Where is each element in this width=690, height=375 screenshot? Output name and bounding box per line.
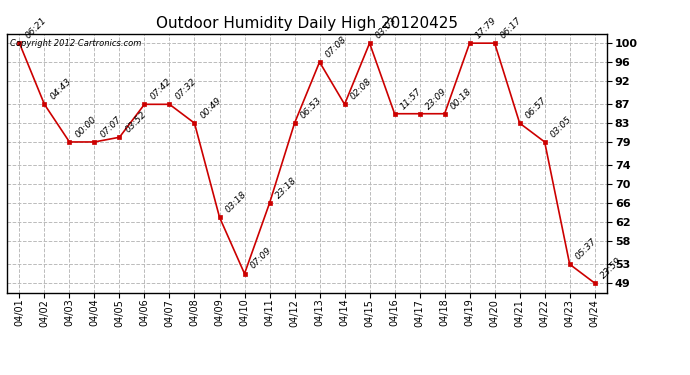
- Text: 03:18: 03:18: [224, 190, 248, 214]
- Text: 05:37: 05:37: [574, 237, 599, 261]
- Text: 03:52: 03:52: [124, 110, 148, 135]
- Text: 04:43: 04:43: [48, 77, 73, 102]
- Text: 06:21: 06:21: [23, 16, 48, 40]
- Text: 00:49: 00:49: [199, 96, 224, 120]
- Text: 00:18: 00:18: [448, 86, 473, 111]
- Text: 23:18: 23:18: [274, 176, 299, 200]
- Text: 17:79: 17:79: [474, 16, 499, 40]
- Text: 02:08: 02:08: [348, 77, 373, 102]
- Title: Outdoor Humidity Daily High 20120425: Outdoor Humidity Daily High 20120425: [156, 16, 458, 31]
- Text: 11:57: 11:57: [399, 86, 424, 111]
- Text: 06:17: 06:17: [499, 16, 524, 40]
- Text: 00:00: 00:00: [74, 114, 99, 139]
- Text: Copyright 2012 Cartronics.com: Copyright 2012 Cartronics.com: [10, 39, 141, 48]
- Text: 07:42: 07:42: [148, 77, 173, 102]
- Text: 23:59: 23:59: [599, 256, 624, 280]
- Text: 03:05: 03:05: [549, 114, 573, 139]
- Text: 07:07: 07:07: [99, 114, 124, 139]
- Text: 07:32: 07:32: [174, 77, 199, 102]
- Text: 07:09: 07:09: [248, 246, 273, 271]
- Text: 06:57: 06:57: [524, 96, 549, 120]
- Text: 03:03: 03:03: [374, 16, 399, 40]
- Text: 06:53: 06:53: [299, 96, 324, 120]
- Text: 23:09: 23:09: [424, 86, 448, 111]
- Text: 07:08: 07:08: [324, 34, 348, 59]
